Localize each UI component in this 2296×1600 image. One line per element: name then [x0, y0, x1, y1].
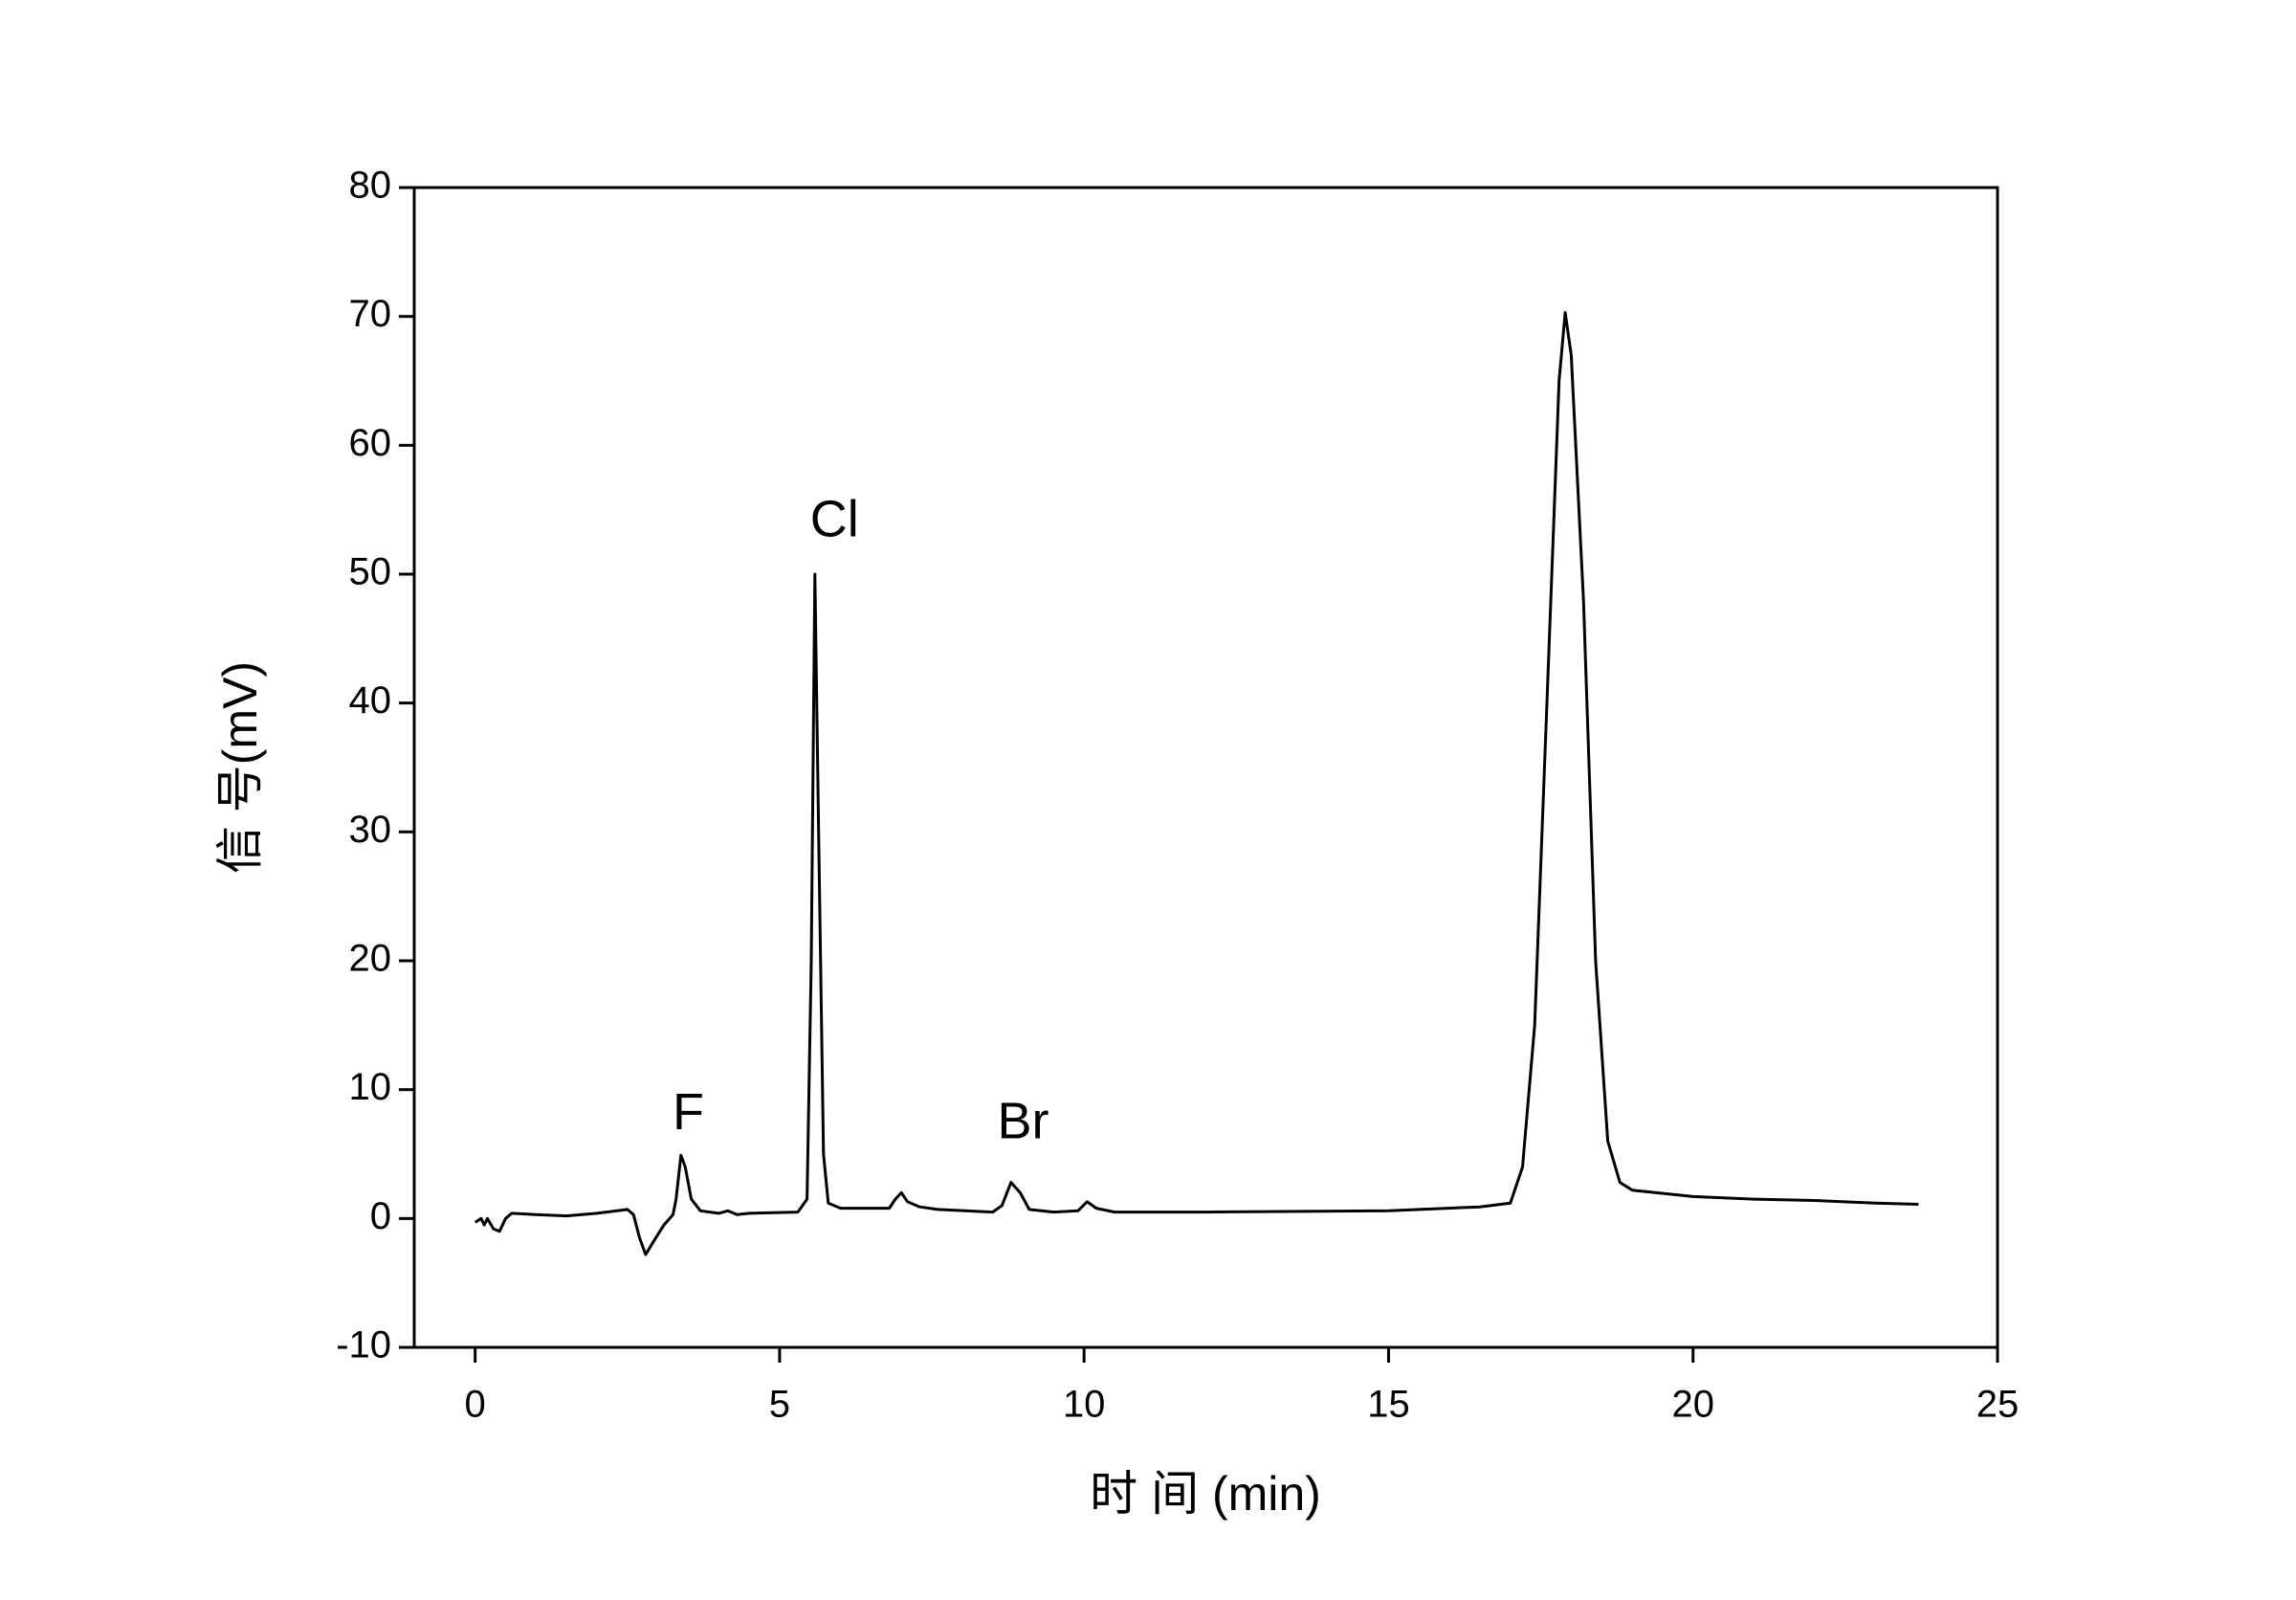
- x-tick-label: 25: [1976, 1384, 2020, 1426]
- peak-label: Br: [998, 1092, 1049, 1149]
- y-tick-label: 40: [349, 679, 392, 722]
- y-tick-label: 30: [349, 809, 392, 851]
- x-tick-label: 0: [465, 1384, 486, 1426]
- plot-frame: [412, 186, 1999, 1349]
- x-tick-label: 15: [1367, 1384, 1410, 1426]
- peak-label: Cl: [810, 490, 859, 547]
- y-tick-label: 80: [349, 165, 392, 207]
- y-tick-label: -10: [336, 1324, 391, 1367]
- y-tick-label: 70: [349, 293, 392, 335]
- y-tick-label: 0: [370, 1195, 391, 1237]
- y-tick-label: 60: [349, 422, 392, 464]
- y-tick-label: 50: [349, 551, 392, 593]
- y-axis-label: 信 号(mV): [213, 661, 267, 874]
- signal-line: [474, 311, 1919, 1256]
- peak-label: F: [673, 1083, 704, 1141]
- y-tick-label: 10: [349, 1066, 392, 1108]
- x-tick-label: 5: [769, 1384, 790, 1426]
- y-tick-label: 20: [349, 938, 392, 980]
- x-tick-label: 10: [1063, 1384, 1106, 1426]
- x-axis-label: 时 间 (min): [1090, 1467, 1321, 1521]
- x-tick-label: 20: [1671, 1384, 1714, 1426]
